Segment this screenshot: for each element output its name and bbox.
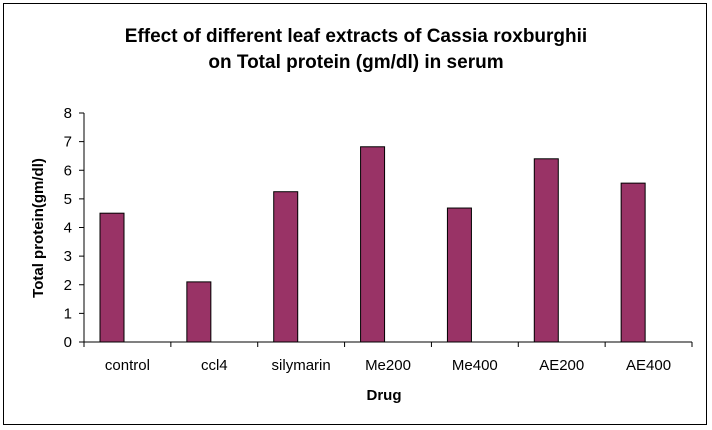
bar-ae400 (620, 182, 646, 343)
y-tick-label: 0 (64, 334, 72, 351)
x-tick-label: ccl4 (201, 357, 228, 374)
bar-silymarin (273, 191, 299, 343)
y-tick-label: 2 (64, 277, 72, 294)
x-tick-label: control (105, 357, 150, 374)
plot-area: 0 1 2 3 4 5 6 7 8 control ccl4 silymarin Me200 Me400 A… (64, 105, 693, 374)
y-tick-label: 8 (64, 105, 72, 122)
chart-title: Effect of different leaf extracts of Cas… (4, 24, 708, 76)
y-axis-title: Total protein(gm/dl) (30, 158, 47, 298)
bar-control (99, 212, 125, 343)
x-axis-title: Drug (367, 387, 402, 404)
y-tick-label: 3 (64, 248, 72, 265)
x-tick-label: silymarin (272, 357, 331, 374)
bar-me400 (446, 207, 472, 343)
chart-title-line-1: Effect of different leaf extracts of Cas… (124, 26, 588, 47)
chart-title-line-2: on Total protein (gm/dl) in serum (208, 52, 504, 73)
bar-ae200 (533, 158, 559, 343)
y-tick-label: 7 (64, 134, 72, 151)
x-tick-label: AE400 (626, 357, 671, 374)
y-tick-label: 1 (64, 305, 72, 322)
y-tick-label: 6 (64, 162, 72, 179)
x-tick-label: Me400 (452, 357, 498, 374)
y-tick-label: 5 (64, 191, 72, 208)
bar-me200 (360, 146, 386, 343)
x-tick-label: AE200 (539, 357, 584, 374)
y-tick-label: 4 (64, 220, 72, 237)
bar-ccl4 (186, 281, 212, 343)
x-tick-label: Me200 (365, 357, 411, 374)
